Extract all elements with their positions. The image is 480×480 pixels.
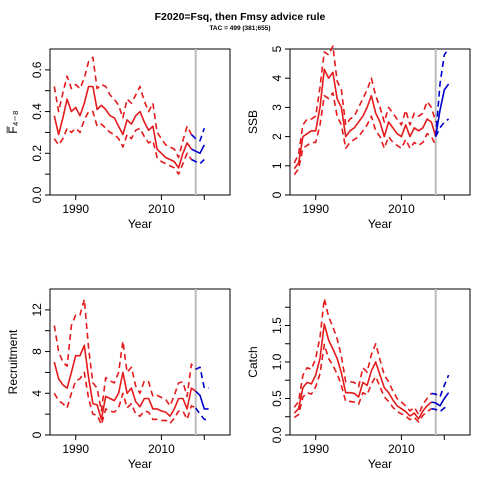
ssb-y-tick-label: 1: [270, 162, 284, 169]
catch-projection-lower-line: [431, 405, 449, 413]
ssb-projection-lower-line: [434, 118, 450, 137]
fbar-plot-frame: [49, 48, 231, 196]
catch-historical-median-line: [293, 323, 432, 420]
fbar-projection-lower-line: [191, 158, 205, 165]
fbar-y-tick-label: 0.4: [30, 103, 44, 120]
fbar-projection-median-line: [191, 144, 206, 155]
fbar-x-tick-label: 2010: [148, 202, 175, 216]
ssb-x-tick-label: 2010: [388, 202, 415, 216]
fbar-x-tick-label: 1990: [62, 202, 89, 216]
recruitment-y-tick-label: 0: [30, 431, 44, 438]
panel-recruitment: 1990 2010 0 4 8 12 Year Recruitment: [6, 288, 231, 471]
recruitment-historical-upper-line: [53, 298, 197, 412]
figure-title: F2020=Fsq, then Fmsy advice rule: [155, 11, 326, 23]
catch-y-axis-label: Catch: [246, 346, 260, 377]
fbar-historical-upper-line: [53, 56, 193, 159]
recruitment-historical-lower-line: [53, 371, 197, 426]
recruitment-y-tick-label: 4: [30, 390, 44, 397]
panel-fbar: 1990 2010 0.0 0.2 0.4 0.6 Year F̅₄₋₈: [6, 48, 231, 231]
catch-projection-median-line: [431, 392, 450, 407]
catch-projection-upper-line: [431, 374, 450, 398]
recruitment-y-tick-label: 8: [30, 348, 44, 355]
panel-catch: 1990 2010 0.0 0.5 1.0 1.5 Year Catch: [246, 288, 471, 471]
recruitment-x-tick-label: 1990: [62, 442, 89, 456]
fbar-projection-upper-line: [190, 128, 206, 142]
ssb-projection-median-line: [434, 83, 450, 137]
catch-y-tick-label: 1.0: [270, 353, 284, 370]
ssb-y-tick-label: 3: [270, 104, 284, 111]
recruitment-x-tick-label: 2010: [148, 442, 175, 456]
recruitment-y-tick-label: 12: [30, 303, 44, 317]
recruitment-projection-lower-line: [195, 407, 209, 421]
figure-subtitle: TAC = 499 (381;655): [209, 25, 270, 32]
recruitment-y-axis-label: Recruitment: [6, 329, 20, 394]
ssb-x-axis-label: Year: [368, 217, 392, 231]
recruitment-projection-upper-line: [195, 366, 209, 389]
fbar-historical-lower-line: [53, 110, 193, 175]
catch-historical-lower-line: [293, 343, 432, 423]
ssb-y-tick-label: 2: [270, 133, 284, 140]
fbar-y-tick-label: 0.2: [30, 145, 44, 162]
catch-y-tick-label: 1.5: [270, 317, 284, 334]
fbar-y-tick-label: 0.6: [30, 61, 44, 78]
recruitment-plot-frame: [49, 288, 231, 436]
ssb-y-tick-label: 4: [270, 75, 284, 82]
ssb-historical-median-line: [293, 68, 437, 170]
catch-y-tick-label: 0.0: [270, 426, 284, 443]
ssb-historical-lower-line: [293, 92, 437, 176]
ssb-historical-upper-line: [293, 45, 437, 164]
fbar-y-tick-label: 0.0: [30, 186, 44, 203]
catch-x-tick-label: 2010: [388, 442, 415, 456]
fbar-historical-median-line: [53, 85, 193, 169]
fbar-x-axis-label: Year: [128, 217, 152, 231]
catch-historical-upper-line: [293, 297, 433, 416]
recruitment-projection-median-line: [195, 390, 209, 410]
catch-x-tick-label: 1990: [302, 442, 329, 456]
panel-ssb: 1990 2010 0 1 2 3 4 5 Year SSB: [246, 45, 471, 231]
ssb-plot-frame: [289, 48, 471, 196]
catch-x-axis-label: Year: [368, 457, 392, 471]
ssb-y-tick-label: 0: [270, 191, 284, 198]
ssb-x-tick-label: 1990: [302, 202, 329, 216]
fbar-y-axis-label: F̅₄₋₈: [6, 110, 20, 134]
ssb-y-tick-label: 5: [270, 45, 284, 52]
catch-y-tick-label: 0.5: [270, 390, 284, 407]
recruitment-x-axis-label: Year: [128, 457, 152, 471]
ssb-projection-upper-line: [434, 48, 450, 137]
recruitment-historical-median-line: [53, 344, 197, 421]
ssb-y-axis-label: SSB: [246, 110, 260, 134]
